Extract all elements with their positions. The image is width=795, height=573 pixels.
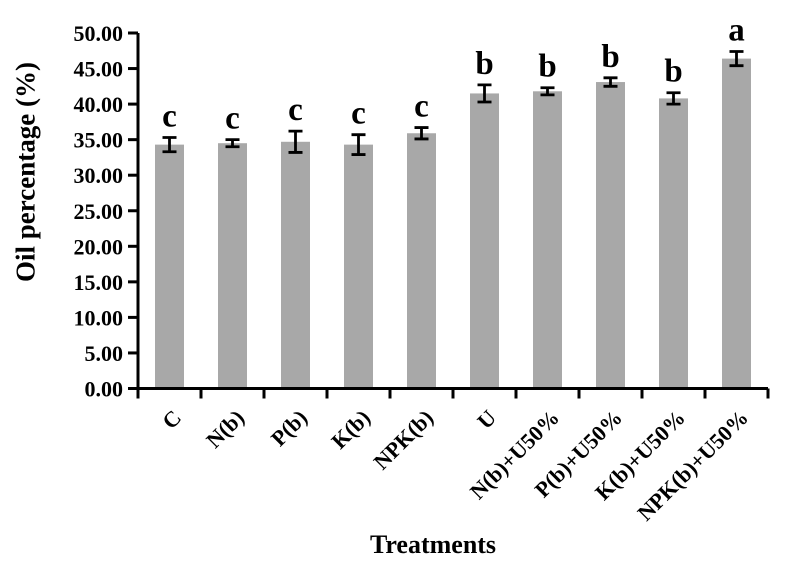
x-category-label: C [157, 405, 186, 434]
sig-letter: a [728, 12, 745, 48]
error-bar [477, 83, 492, 104]
sig-letter: c [288, 92, 303, 128]
error-bar [414, 126, 429, 141]
y-tick-label: 10.00 [74, 305, 124, 330]
error-bar [729, 50, 744, 68]
bar [470, 93, 499, 389]
error-bar [351, 133, 366, 156]
y-tick-label: 5.00 [85, 341, 124, 366]
x-axis-title: Treatments [369, 530, 497, 559]
sig-letter: b [601, 39, 619, 75]
sig-letter: b [538, 49, 556, 85]
bar [344, 144, 373, 389]
y-tick-label: 0.00 [85, 377, 124, 402]
sig-letter: c [414, 89, 429, 125]
error-bar [603, 76, 618, 88]
sig-letter: c [162, 99, 177, 135]
bar [407, 133, 436, 389]
y-tick-label: 40.00 [74, 92, 124, 117]
x-category-label: K(b) [326, 405, 375, 454]
bar [659, 98, 688, 389]
y-tick-label: 35.00 [74, 128, 124, 153]
sig-letter: b [475, 46, 493, 82]
sig-letter: b [664, 54, 682, 90]
bar [596, 82, 625, 389]
error-bar [288, 129, 303, 154]
bar [281, 141, 310, 389]
error-bar [225, 138, 240, 149]
sig-letter: c [351, 96, 366, 132]
y-tick-label: 30.00 [74, 163, 124, 188]
x-category-label: U [472, 405, 501, 434]
x-category-label: N(b) [201, 405, 249, 453]
error-bar [666, 91, 681, 106]
x-category-label: P(b) [266, 405, 312, 451]
bar [722, 58, 751, 389]
error-bar [162, 136, 177, 154]
y-axis-title: Oil percentage (%) [10, 62, 41, 282]
bar [218, 143, 247, 389]
y-tick-label: 25.00 [74, 199, 124, 224]
y-tick-label: 45.00 [74, 57, 124, 82]
sig-letter: c [225, 101, 240, 137]
bar [155, 144, 184, 389]
x-category-label: NPK(b)+U50% [632, 405, 753, 526]
error-bar [540, 86, 555, 97]
y-tick-label: 15.00 [74, 270, 124, 295]
y-tick-label: 20.00 [74, 234, 124, 259]
x-category-label: NPK(b) [369, 405, 439, 475]
y-tick-label: 50.00 [74, 21, 124, 46]
bar [533, 91, 562, 389]
